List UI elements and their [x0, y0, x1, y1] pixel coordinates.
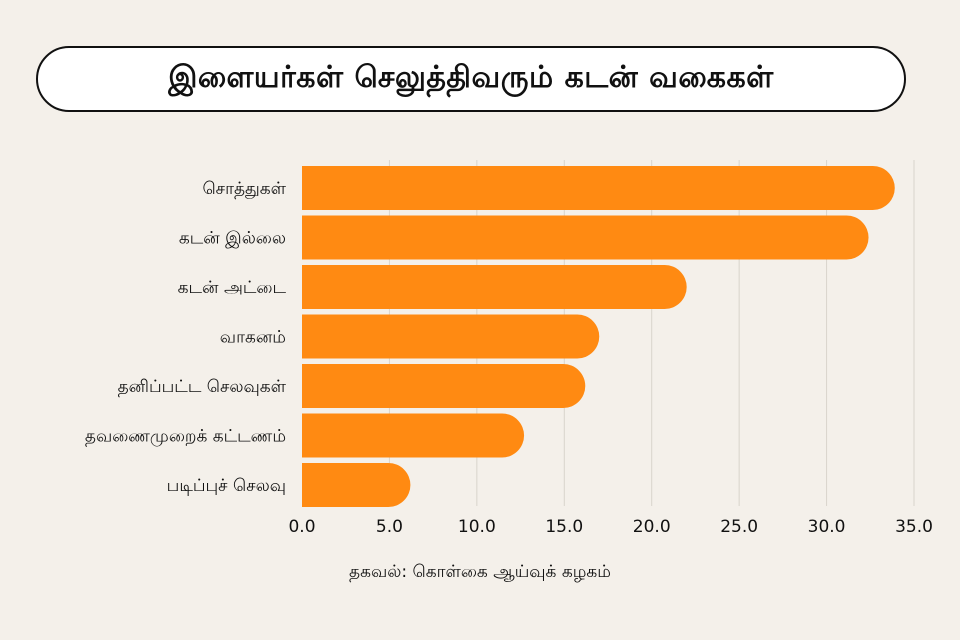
bar — [302, 364, 586, 408]
category-label: கடன் இல்லை — [179, 229, 286, 249]
x-tick-label: 35.0 — [895, 517, 933, 537]
bar — [302, 314, 600, 359]
x-tick-label: 10.0 — [458, 517, 496, 537]
category-label: தவணைமுறைக் கட்டணம் — [85, 427, 286, 447]
category-label: படிப்புச் செலவு — [167, 476, 286, 496]
bar — [302, 413, 525, 458]
chart-title-box: இளையர்கள் செலுத்திவரும் கடன் வகைகள் — [36, 46, 906, 112]
category-label: தனிப்பட்ட செலவுகள் — [118, 377, 287, 397]
source-note: தகவல்: கொள்கை ஆய்வுக் கழகம் — [349, 562, 611, 582]
chart-title: இளையர்கள் செலுத்திவரும் கடன் வகைகள் — [168, 59, 774, 95]
bar — [302, 215, 869, 260]
bar — [302, 463, 411, 507]
bar — [302, 265, 687, 309]
x-tick-label: 20.0 — [633, 517, 671, 537]
bar — [302, 166, 895, 210]
x-tick-label: 15.0 — [545, 517, 583, 537]
category-label: வாகனம் — [220, 328, 286, 348]
category-labels: சொத்துகள் கடன் இல்லை கடன் அட்டை வாகனம் தனிப்… — [85, 179, 287, 496]
x-tick-label: 30.0 — [808, 517, 846, 537]
x-tick-label: 5.0 — [376, 517, 403, 537]
bars — [302, 166, 895, 507]
category-label: கடன் அட்டை — [178, 278, 287, 298]
category-label: சொத்துகள் — [202, 179, 286, 199]
x-axis-ticks: 0.0 5.0 10.0 15.0 20.0 25.0 30.0 35.0 — [288, 517, 932, 537]
x-tick-label: 25.0 — [720, 517, 758, 537]
x-tick-label: 0.0 — [288, 517, 315, 537]
